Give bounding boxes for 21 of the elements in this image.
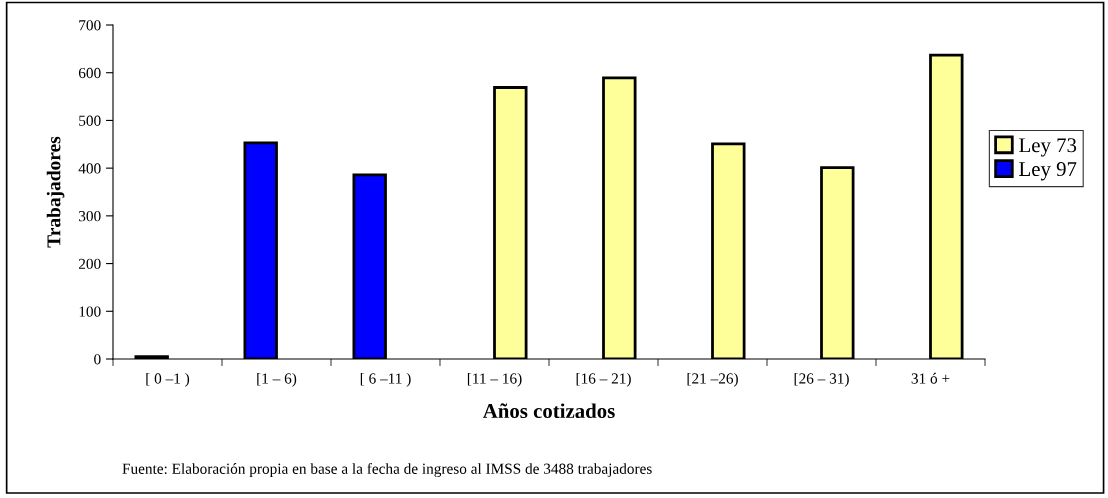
- y-tick-label: 600: [78, 67, 101, 79]
- y-tick-label: 0: [94, 354, 101, 365]
- x-tick-label: [ 6 –11 ): [360, 372, 411, 387]
- y-tick-label: 500: [79, 115, 101, 126]
- x-tick-label: [26 – 31): [794, 372, 849, 387]
- x-tick-label: [1 – 6): [257, 372, 297, 387]
- legend-label: Ley 73: [1019, 138, 1077, 157]
- y-tick-label: 300: [79, 211, 101, 222]
- y-axis-title: Trabajadores: [46, 136, 65, 248]
- legend-label: Ley 97: [1019, 162, 1077, 181]
- x-tick-label: 31 ó +: [911, 372, 950, 384]
- y-tick-label: 400: [78, 163, 101, 174]
- x-tick-label: [ 0 –1 ): [146, 372, 190, 387]
- x-axis-title: Años cotizados: [482, 403, 615, 419]
- source-note: Fuente: Elaboración propia en base a la fecha de ingreso al IMSS de 3488 trabajadores: [122, 462, 652, 478]
- y-tick-label: 100: [79, 306, 101, 317]
- y-tick-label: 700: [79, 20, 101, 31]
- y-tick-label: 200: [78, 258, 101, 270]
- x-tick-label: [16 – 21): [576, 372, 631, 387]
- x-tick-label: [21 –26): [687, 372, 738, 387]
- x-tick-label: [11 – 16): [467, 372, 522, 387]
